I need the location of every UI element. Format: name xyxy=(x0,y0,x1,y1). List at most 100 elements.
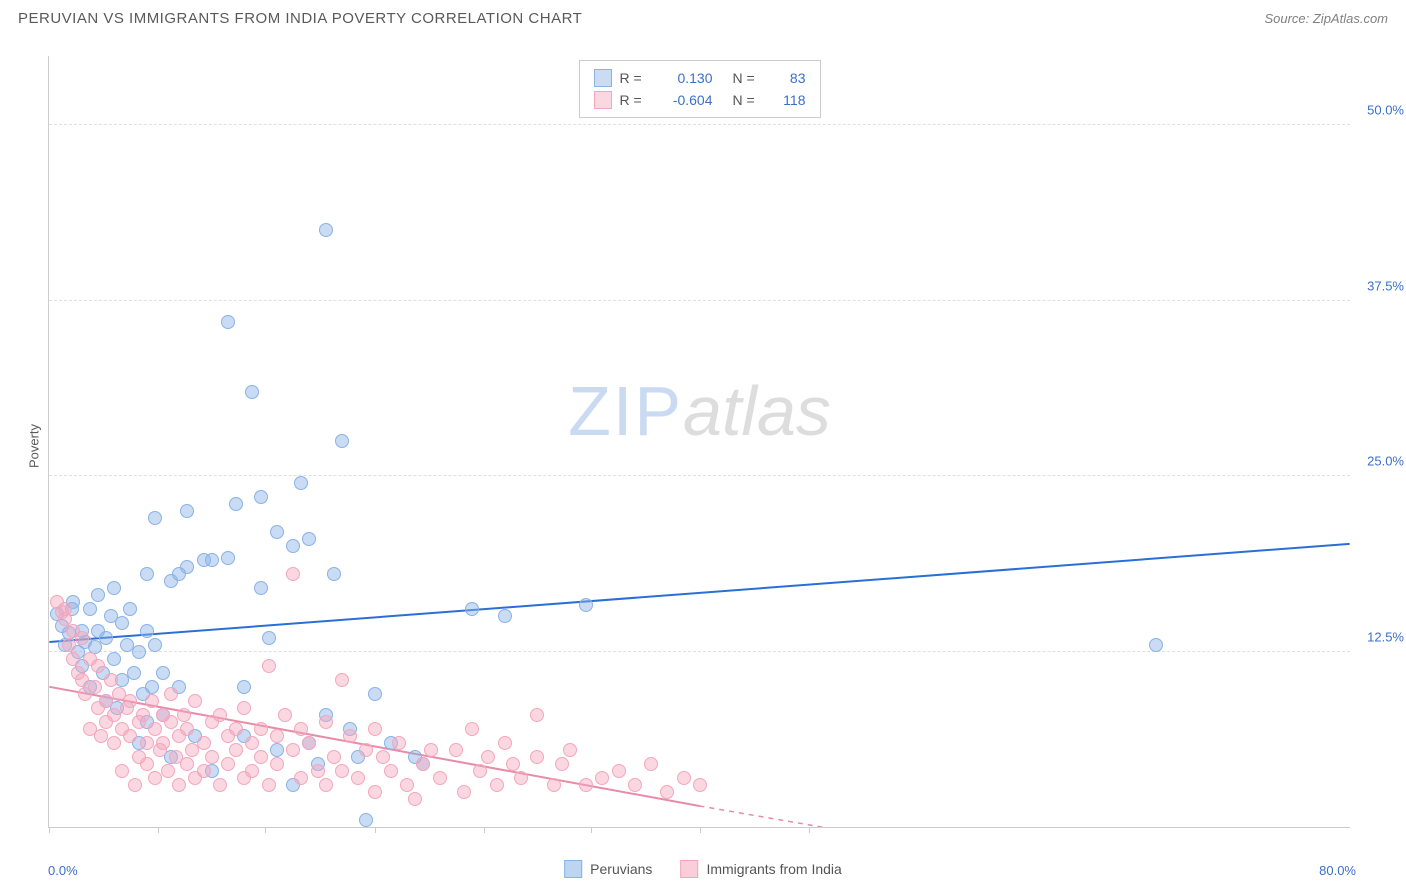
x-axis-min-label: 0.0% xyxy=(48,863,78,878)
data-point-india xyxy=(433,771,447,785)
data-point-india xyxy=(156,736,170,750)
data-point-peruvians xyxy=(1149,638,1163,652)
data-point-india xyxy=(547,778,561,792)
data-point-india xyxy=(128,778,142,792)
data-point-india xyxy=(612,764,626,778)
data-point-india xyxy=(221,757,235,771)
data-point-india xyxy=(262,778,276,792)
data-point-peruvians xyxy=(579,598,593,612)
data-point-india xyxy=(286,567,300,581)
data-point-india xyxy=(449,743,463,757)
data-point-india xyxy=(294,722,308,736)
data-point-india xyxy=(188,694,202,708)
chart-title: PERUVIAN VS IMMIGRANTS FROM INDIA POVERT… xyxy=(18,10,582,27)
data-point-india xyxy=(245,764,259,778)
data-point-india xyxy=(94,729,108,743)
data-point-india xyxy=(368,785,382,799)
data-point-india xyxy=(172,778,186,792)
data-point-india xyxy=(180,757,194,771)
data-point-peruvians xyxy=(140,567,154,581)
data-point-peruvians xyxy=(127,666,141,680)
data-point-india xyxy=(262,659,276,673)
data-point-india xyxy=(677,771,691,785)
data-point-india xyxy=(595,771,609,785)
x-axis-max-label: 80.0% xyxy=(1319,863,1356,878)
chart-plot-area: ZIPatlas R =0.130N =83R =-0.604N =118 12… xyxy=(48,56,1350,828)
data-point-india xyxy=(205,750,219,764)
data-point-peruvians xyxy=(148,511,162,525)
data-point-india xyxy=(514,771,528,785)
y-axis-label: Poverty xyxy=(27,424,42,468)
data-point-india xyxy=(400,778,414,792)
legend-r-value: 0.130 xyxy=(658,67,713,89)
data-point-india xyxy=(107,736,121,750)
data-point-india xyxy=(660,785,674,799)
data-point-india xyxy=(359,743,373,757)
data-point-india xyxy=(180,722,194,736)
data-point-india xyxy=(343,729,357,743)
data-point-india xyxy=(140,736,154,750)
watermark-zip: ZIP xyxy=(568,372,683,450)
data-point-peruvians xyxy=(205,553,219,567)
data-point-india xyxy=(140,757,154,771)
data-point-india xyxy=(555,757,569,771)
data-point-india xyxy=(530,708,544,722)
data-point-peruvians xyxy=(145,680,159,694)
data-point-peruvians xyxy=(99,631,113,645)
data-point-india xyxy=(693,778,707,792)
data-point-india xyxy=(107,708,121,722)
data-point-peruvians xyxy=(270,743,284,757)
data-point-india xyxy=(392,736,406,750)
data-point-india xyxy=(145,694,159,708)
x-tick xyxy=(158,827,159,833)
legend-item: Peruvians xyxy=(564,860,652,878)
data-point-peruvians xyxy=(254,490,268,504)
data-point-peruvians xyxy=(123,602,137,616)
data-point-india xyxy=(213,778,227,792)
watermark: ZIPatlas xyxy=(568,371,831,451)
data-point-peruvians xyxy=(83,602,97,616)
data-point-peruvians xyxy=(335,434,349,448)
legend-label: Peruvians xyxy=(590,861,652,877)
legend-row-india: R =-0.604N =118 xyxy=(594,89,806,111)
data-point-india xyxy=(424,743,438,757)
legend-n-label: N = xyxy=(733,89,763,111)
x-tick xyxy=(700,827,701,833)
data-point-india xyxy=(197,764,211,778)
legend-row-peruvians: R =0.130N =83 xyxy=(594,67,806,89)
data-point-india xyxy=(335,673,349,687)
grid-line xyxy=(49,300,1350,301)
data-point-india xyxy=(148,771,162,785)
data-point-india xyxy=(229,743,243,757)
data-point-india xyxy=(115,764,129,778)
data-point-india xyxy=(161,764,175,778)
data-point-peruvians xyxy=(221,551,235,565)
data-point-india xyxy=(490,778,504,792)
data-point-india xyxy=(319,778,333,792)
data-point-india xyxy=(123,694,137,708)
data-point-peruvians xyxy=(359,813,373,827)
legend-n-value: 118 xyxy=(771,89,806,111)
data-point-peruvians xyxy=(368,687,382,701)
legend-label: Immigrants from India xyxy=(706,861,841,877)
data-point-india xyxy=(75,631,89,645)
legend-n-label: N = xyxy=(733,67,763,89)
data-point-india xyxy=(368,722,382,736)
data-point-peruvians xyxy=(270,525,284,539)
data-point-india xyxy=(88,680,102,694)
data-point-india xyxy=(91,659,105,673)
data-point-peruvians xyxy=(148,638,162,652)
data-point-india xyxy=(136,708,150,722)
legend-r-label: R = xyxy=(620,67,650,89)
data-point-india xyxy=(123,729,137,743)
data-point-india xyxy=(148,722,162,736)
data-point-india xyxy=(66,652,80,666)
x-tick xyxy=(809,827,810,833)
data-point-india xyxy=(294,771,308,785)
data-point-india xyxy=(62,638,76,652)
data-point-india xyxy=(270,757,284,771)
data-point-india xyxy=(245,736,259,750)
y-tick-label: 37.5% xyxy=(1367,278,1404,293)
data-point-peruvians xyxy=(237,680,251,694)
data-point-india xyxy=(302,736,316,750)
